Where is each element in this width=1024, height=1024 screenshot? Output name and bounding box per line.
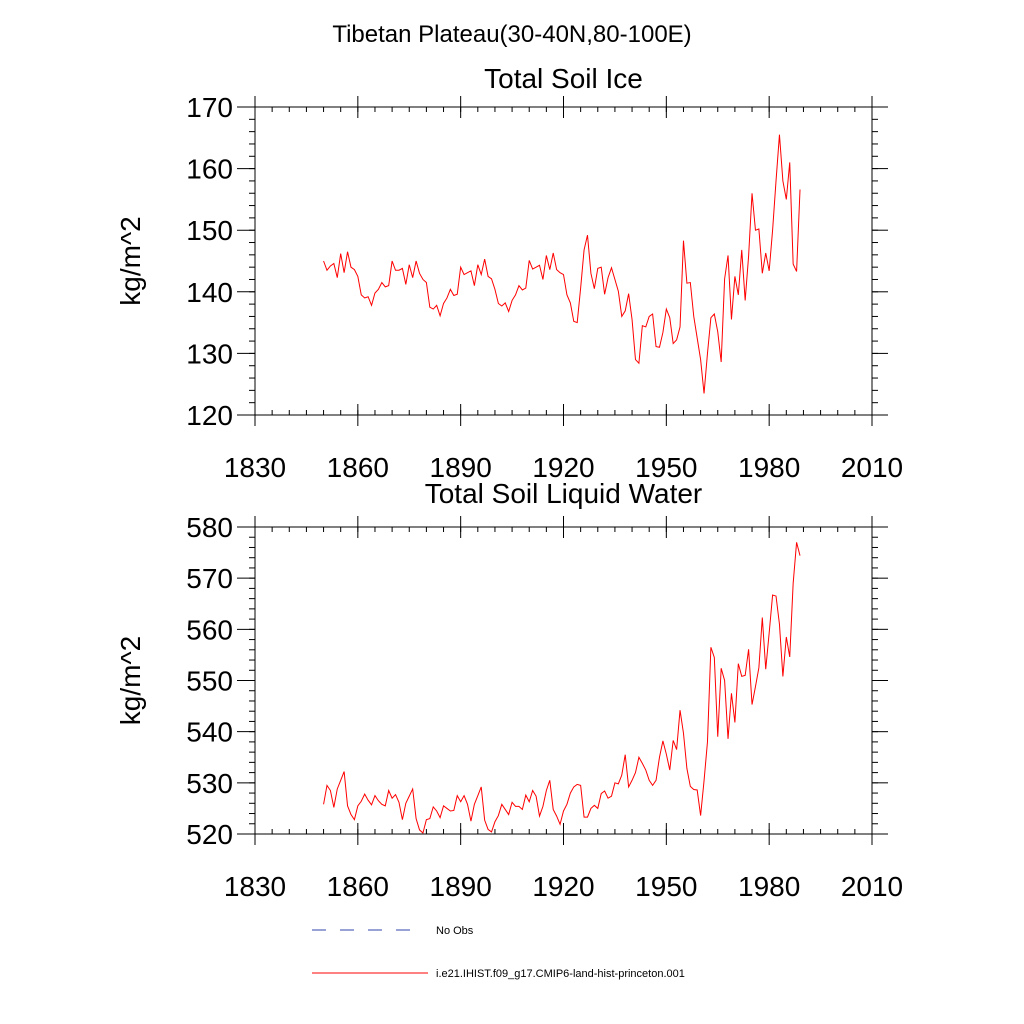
series-line — [323, 134, 801, 394]
y-tick-label: 580 — [186, 512, 233, 543]
x-tick-label: 2010 — [841, 452, 903, 483]
y-tick-label: 120 — [186, 400, 233, 431]
legend: No Obs i.e21.IHIST.f09_g17.CMIP6-land-hi… — [312, 925, 685, 980]
x-tick-label: 1920 — [532, 452, 594, 483]
panel-total-soil-liquid-water: Total Soil Liquid Water 1830 1860 1890 1920 1… — [115, 478, 903, 902]
x-tick-label: 1830 — [224, 871, 286, 902]
x-tick-label: 1890 — [430, 452, 492, 483]
x-tick-label: 2010 — [841, 871, 903, 902]
y-tick-label: 520 — [186, 819, 233, 850]
y-tick-label: 160 — [186, 154, 233, 185]
x-tick-label: 1950 — [635, 871, 697, 902]
y-tick-label: 150 — [186, 215, 233, 246]
y-tick-label: 130 — [186, 338, 233, 369]
panel-total-soil-ice: Total Soil Ice 1830 1860 1890 1920 1950 1980 20… — [115, 63, 903, 483]
x-tick-label: 1980 — [738, 871, 800, 902]
y-tick-label: 530 — [186, 768, 233, 799]
legend-label-model: i.e21.IHIST.f09_g17.CMIP6-land-hist-prin… — [436, 968, 685, 980]
y-tick-label: 540 — [186, 717, 233, 748]
series-line — [323, 542, 801, 834]
legend-label-no-obs: No Obs — [436, 925, 474, 937]
x-tick-label: 1920 — [532, 871, 594, 902]
x-tick-label: 1950 — [635, 452, 697, 483]
y-tick-label: 570 — [186, 563, 233, 594]
figure-suptitle: Tibetan Plateau(30-40N,80-100E) — [332, 21, 691, 48]
x-tick-label: 1980 — [738, 452, 800, 483]
x-tick-label: 1860 — [327, 452, 389, 483]
chart-title: Total Soil Liquid Water — [425, 478, 703, 509]
y-tick-label: 140 — [186, 277, 233, 308]
x-tick-label: 1860 — [327, 871, 389, 902]
y-tick-label: 560 — [186, 614, 233, 645]
y-tick-label: 170 — [186, 92, 233, 123]
y-axis-label: kg/m^2 — [115, 636, 146, 725]
x-tick-label: 1890 — [430, 871, 492, 902]
x-tick-label: 1830 — [224, 452, 286, 483]
plot-frame — [254, 106, 873, 416]
y-tick-label: 550 — [186, 666, 233, 697]
chart-title: Total Soil Ice — [484, 63, 643, 94]
y-axis-label: kg/m^2 — [115, 216, 146, 305]
plot-frame — [254, 526, 873, 835]
